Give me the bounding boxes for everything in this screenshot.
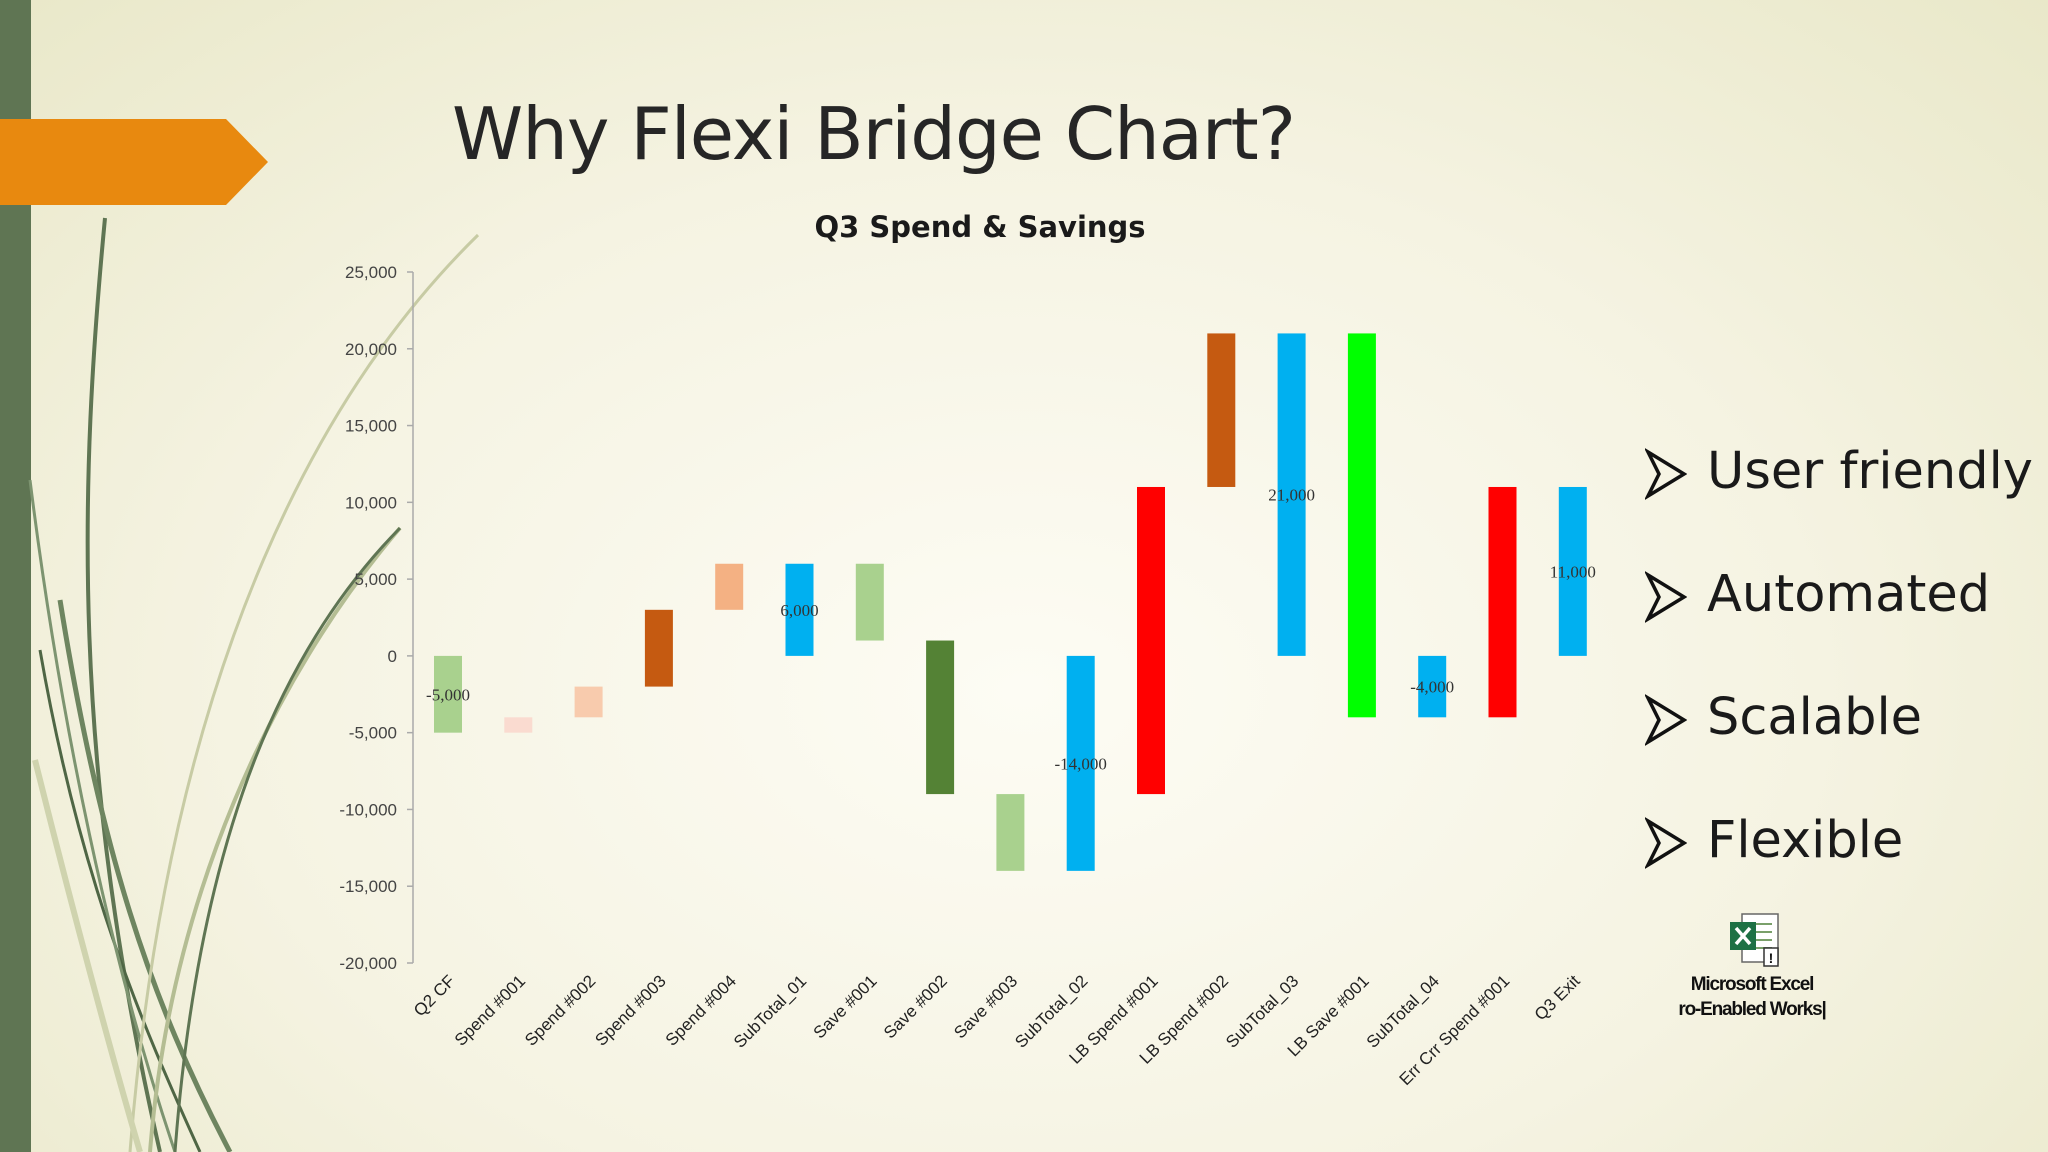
bar-subtotal-03 xyxy=(1277,333,1306,656)
excel-file-label: Microsoft Excel ro-Enabled Works| xyxy=(1662,972,1842,1022)
data-label: 6,000 xyxy=(780,601,818,620)
x-category-label: Save #001 xyxy=(810,971,881,1042)
title-accent-arrow xyxy=(0,119,268,205)
data-labels: -5,000 6,000 -14,000 21,000 -4,000 11,000 xyxy=(426,486,1596,774)
y-tick-label: 20,000 xyxy=(345,340,397,359)
excel-file-icon[interactable]: ! xyxy=(1728,912,1782,968)
x-category-label: Q3 Exit xyxy=(1531,971,1584,1024)
x-category-label: Q2 CF xyxy=(410,971,459,1020)
feature-item: User friendly xyxy=(1645,442,2033,565)
x-category-label: Spend #004 xyxy=(662,971,740,1049)
bars xyxy=(434,333,1587,871)
slide-title: Why Flexi Bridge Chart? xyxy=(452,92,1296,176)
bar-spend-004 xyxy=(715,563,744,610)
y-axis-ticks: 25,000 20,000 15,000 10,000 5,000 0 -5,000 -10,… xyxy=(339,263,413,973)
x-category-label: Spend #001 xyxy=(451,971,529,1049)
bar-err-crr-spend-001 xyxy=(1488,486,1517,718)
feature-text: Scalable xyxy=(1707,688,1923,747)
y-tick-label: 15,000 xyxy=(345,417,397,436)
arrow-bullet-icon xyxy=(1645,571,1687,623)
data-label: -5,000 xyxy=(426,685,470,704)
data-label: 11,000 xyxy=(1550,562,1596,581)
feature-item: Flexible xyxy=(1645,811,2033,934)
y-tick-label: 0 xyxy=(388,647,397,666)
feature-text: Flexible xyxy=(1707,811,1904,870)
data-label: -4,000 xyxy=(1410,678,1454,697)
x-category-label: Spend #002 xyxy=(521,971,599,1049)
bar-lb-spend-001 xyxy=(1137,486,1165,795)
bar-save-001 xyxy=(855,563,884,641)
feature-list: User friendly Automated Scalable Flexibl… xyxy=(1645,442,2033,934)
svg-text:!: ! xyxy=(1769,950,1774,966)
y-tick-label: -20,000 xyxy=(339,954,397,973)
bar-spend-003 xyxy=(644,609,673,687)
bar-lb-save-001 xyxy=(1347,333,1376,718)
arrow-bullet-icon xyxy=(1645,448,1687,500)
x-category-label: Spend #003 xyxy=(591,971,669,1049)
feature-item: Automated xyxy=(1645,565,2033,688)
x-category-label: Save #003 xyxy=(950,971,1021,1042)
excel-label-line1: Microsoft Excel xyxy=(1690,974,1815,995)
y-tick-label: 5,000 xyxy=(354,570,397,589)
feature-item: Scalable xyxy=(1645,688,2033,811)
data-label: 21,000 xyxy=(1268,486,1315,505)
arrow-bullet-icon xyxy=(1645,694,1687,746)
feature-text: User friendly xyxy=(1707,442,2033,501)
bar-save-002 xyxy=(926,640,955,795)
bar-spend-002 xyxy=(574,686,603,718)
decorative-leaf-curves xyxy=(28,217,480,1152)
x-category-label: SubTotal_01 xyxy=(730,971,810,1051)
data-label: -14,000 xyxy=(1054,754,1106,773)
y-tick-label: 25,000 xyxy=(345,263,397,282)
y-tick-label: -5,000 xyxy=(349,724,397,743)
y-tick-label: 10,000 xyxy=(345,493,397,512)
bar-spend-001 xyxy=(504,717,533,733)
y-tick-label: -10,000 xyxy=(339,800,397,819)
y-tick-label: -15,000 xyxy=(339,877,397,896)
bar-subtotal-04 xyxy=(1418,655,1447,718)
feature-text: Automated xyxy=(1707,565,1991,624)
excel-label-line2: ro-Enabled Works| xyxy=(1678,999,1826,1020)
bar-lb-spend-002 xyxy=(1207,333,1236,487)
bar-save-003 xyxy=(996,794,1025,871)
bar-subtotal-02 xyxy=(1066,655,1095,871)
bar-q3-exit xyxy=(1558,486,1587,656)
bar-q2-cf xyxy=(434,655,462,733)
arrow-bullet-icon xyxy=(1645,817,1687,869)
chart-title: Q3 Spend & Savings xyxy=(814,210,1146,244)
x-category-label: Save #002 xyxy=(880,971,951,1042)
bar-subtotal-01 xyxy=(785,563,814,656)
